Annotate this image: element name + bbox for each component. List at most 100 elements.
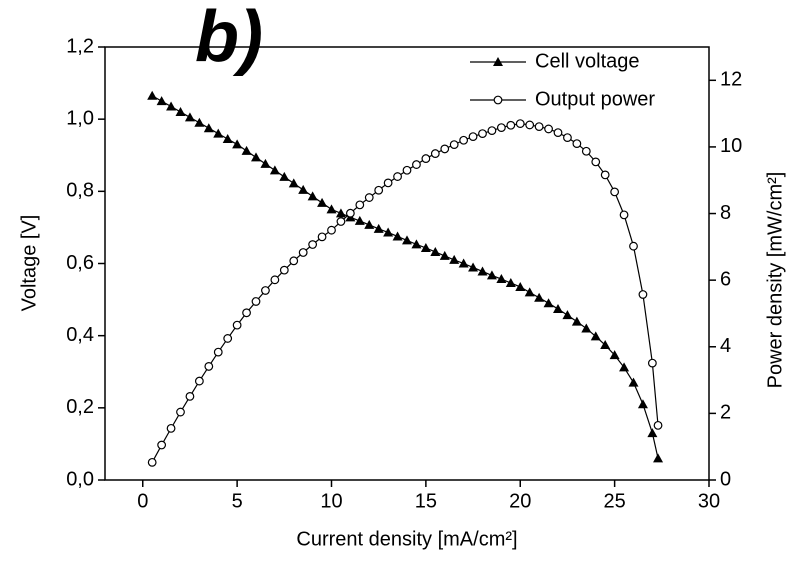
data-point xyxy=(628,377,639,387)
y-axis-label: Voltage [V] xyxy=(18,215,40,312)
data-point xyxy=(468,262,479,272)
data-point xyxy=(525,120,535,130)
data-point xyxy=(307,191,318,201)
data-point xyxy=(543,298,554,308)
data-point xyxy=(515,281,526,291)
data-point xyxy=(156,96,167,106)
data-point xyxy=(619,362,630,372)
legend-marker xyxy=(493,57,503,66)
y-tick-label: 0,8 xyxy=(66,180,94,202)
data-point xyxy=(572,139,582,148)
y2-tick-label: 12 xyxy=(720,69,742,91)
data-point xyxy=(373,223,384,233)
legend-label: Cell voltage xyxy=(535,50,640,72)
data-point xyxy=(393,172,402,181)
y-tick-label: 0,0 xyxy=(66,468,94,490)
data-point xyxy=(562,310,573,320)
data-point xyxy=(430,149,440,158)
data-point xyxy=(600,340,611,350)
y-tick-label: 0,2 xyxy=(66,396,94,418)
x-tick-label: 25 xyxy=(604,490,626,512)
data-point xyxy=(496,123,506,133)
data-point xyxy=(478,129,487,139)
data-point xyxy=(374,185,384,195)
data-point xyxy=(166,423,176,433)
data-point xyxy=(402,165,412,175)
y2-tick-label: 10 xyxy=(720,135,742,157)
data-point xyxy=(486,270,497,280)
data-point xyxy=(420,242,431,252)
data-point xyxy=(308,240,318,249)
data-point xyxy=(609,350,620,360)
data-point xyxy=(166,101,177,111)
data-point xyxy=(364,193,374,202)
series-line xyxy=(151,123,659,463)
x-tick-label: 30 xyxy=(698,490,720,512)
data-point xyxy=(260,158,271,168)
data-point xyxy=(298,248,308,257)
data-point xyxy=(653,453,664,463)
data-point xyxy=(185,391,195,401)
y-tick-label: 0,4 xyxy=(66,324,94,346)
data-point xyxy=(581,146,591,156)
data-point xyxy=(261,286,270,295)
y2-tick-label: 0 xyxy=(720,468,731,490)
data-point xyxy=(440,144,450,154)
data-point xyxy=(326,204,337,214)
data-point xyxy=(298,184,309,194)
data-point xyxy=(629,241,638,251)
data-point xyxy=(411,239,422,249)
data-point xyxy=(270,275,280,285)
data-point xyxy=(581,323,592,333)
data-point xyxy=(524,287,535,297)
data-point xyxy=(317,232,327,242)
data-point xyxy=(563,133,572,142)
data-point xyxy=(317,197,328,207)
data-point xyxy=(222,134,233,144)
data-point xyxy=(364,219,375,229)
y2-axis-label: Power density [mW/cm²] xyxy=(764,172,786,389)
data-point xyxy=(439,250,450,260)
data-point xyxy=(335,208,346,218)
data-point xyxy=(223,334,233,343)
data-point xyxy=(430,246,441,256)
data-point xyxy=(505,277,516,287)
x-tick-label: 10 xyxy=(320,490,342,512)
data-point xyxy=(534,292,545,302)
data-point xyxy=(355,200,365,210)
x-axis-label: Current density [mA/cm²] xyxy=(296,528,517,550)
data-point xyxy=(590,331,601,341)
data-point xyxy=(458,258,469,268)
y-tick-label: 1,2 xyxy=(66,35,94,57)
data-point xyxy=(279,265,289,275)
data-point xyxy=(251,152,261,162)
legend-label: Output power xyxy=(535,88,655,110)
data-point xyxy=(638,290,648,299)
data-point xyxy=(647,358,657,368)
data-point xyxy=(383,178,393,188)
data-point xyxy=(477,266,488,276)
data-point xyxy=(487,126,497,136)
data-point xyxy=(610,187,620,197)
data-point xyxy=(515,119,525,129)
data-point xyxy=(412,160,421,169)
data-point xyxy=(402,235,412,245)
data-point xyxy=(213,128,224,138)
data-point xyxy=(600,170,610,180)
data-point xyxy=(204,362,214,371)
data-point xyxy=(449,140,459,149)
legend-marker xyxy=(493,95,503,105)
data-point xyxy=(176,407,185,417)
data-point xyxy=(571,316,582,326)
data-point xyxy=(194,376,204,386)
data-point xyxy=(336,217,346,226)
x-tick-label: 20 xyxy=(509,490,531,512)
data-point xyxy=(327,225,336,235)
data-point xyxy=(591,157,601,167)
y2-tick-label: 2 xyxy=(720,402,731,424)
data-point xyxy=(232,139,243,149)
data-point xyxy=(175,106,186,116)
data-point xyxy=(203,123,214,133)
data-point xyxy=(279,171,290,181)
